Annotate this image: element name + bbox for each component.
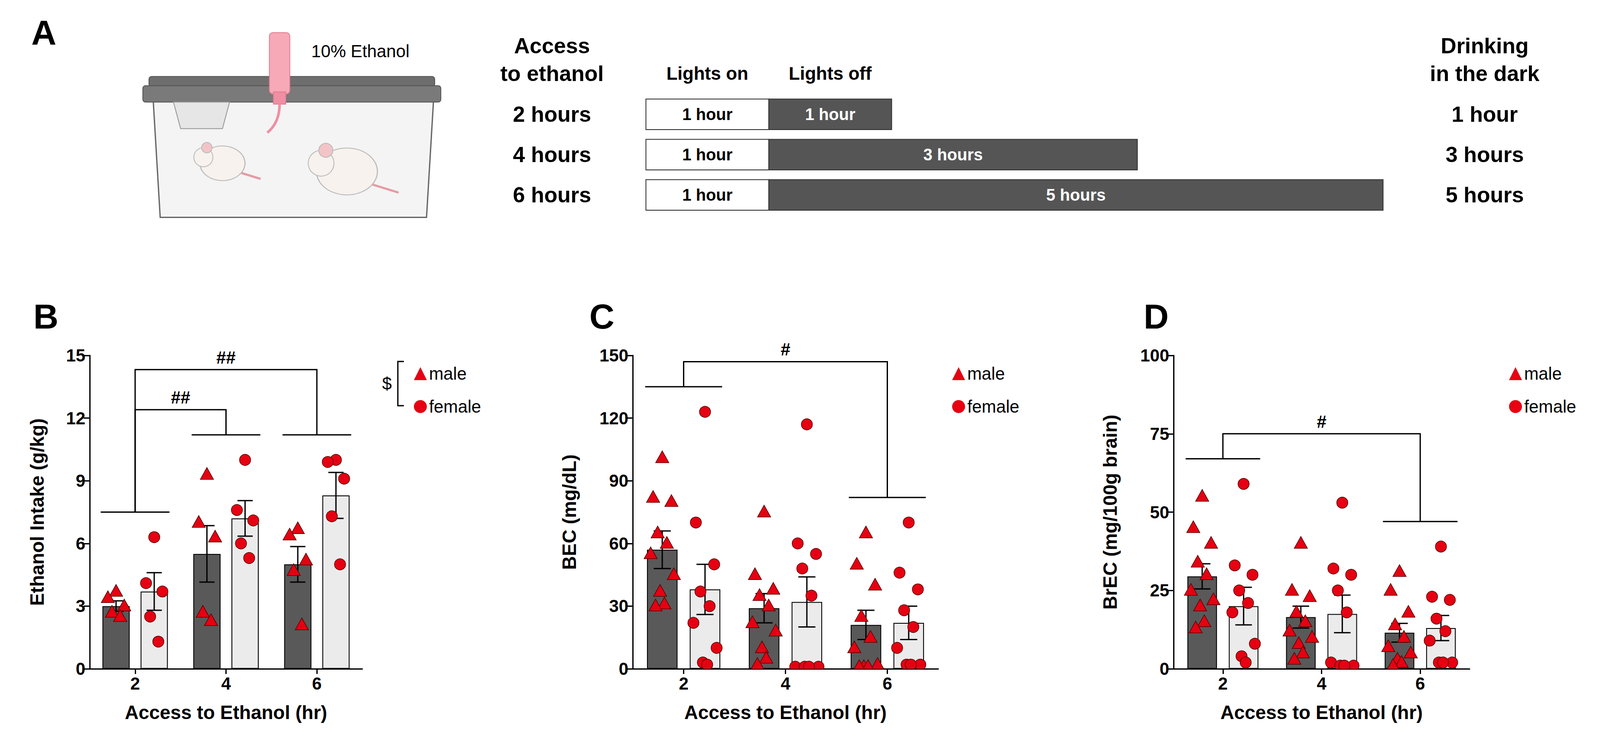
svg-text:5 hours: 5 hours — [1445, 182, 1525, 208]
svg-text:3: 3 — [75, 596, 86, 616]
svg-text:female: female — [967, 396, 1020, 417]
svg-text:75: 75 — [1150, 424, 1170, 444]
svg-text:##: ## — [170, 387, 191, 407]
svg-text:4: 4 — [221, 673, 231, 693]
svg-text:$: $ — [382, 373, 392, 394]
svg-text:4: 4 — [1316, 673, 1327, 693]
svg-text:3 hours: 3 hours — [923, 145, 983, 164]
svg-text:2: 2 — [130, 673, 140, 693]
svg-text:10% Ethanol: 10% Ethanol — [311, 41, 410, 61]
svg-text:BEC (mg/dL): BEC (mg/dL) — [558, 454, 580, 570]
svg-text:5 hours: 5 hours — [1046, 185, 1106, 205]
svg-text:#: # — [780, 339, 791, 359]
svg-text:100: 100 — [1140, 345, 1170, 365]
svg-text:60: 60 — [609, 533, 629, 553]
svg-text:#: # — [1316, 412, 1327, 432]
svg-text:Lights off: Lights off — [788, 63, 872, 84]
svg-text:1 hour: 1 hour — [805, 105, 856, 124]
svg-text:30: 30 — [609, 596, 629, 616]
svg-text:Ethanol Intake (g/kg): Ethanol Intake (g/kg) — [26, 418, 48, 606]
svg-text:12: 12 — [66, 408, 86, 428]
svg-text:6: 6 — [1415, 673, 1425, 693]
svg-text:120: 120 — [599, 408, 629, 428]
svg-text:4: 4 — [780, 673, 791, 693]
svg-text:6: 6 — [75, 533, 86, 553]
svg-text:male: male — [967, 364, 1005, 384]
svg-text:male: male — [1524, 364, 1562, 384]
svg-text:to ethanol: to ethanol — [500, 61, 604, 86]
svg-text:D: D — [1143, 297, 1169, 336]
svg-text:female: female — [429, 396, 482, 417]
svg-text:female: female — [1524, 396, 1577, 417]
svg-text:4 hours: 4 hours — [513, 142, 592, 167]
svg-text:0: 0 — [1159, 659, 1170, 679]
svg-text:9: 9 — [75, 471, 86, 491]
svg-text:Access: Access — [513, 33, 590, 59]
svg-text:50: 50 — [1150, 502, 1170, 522]
svg-text:Drinking: Drinking — [1440, 33, 1529, 59]
svg-text:90: 90 — [609, 471, 629, 491]
svg-text:6: 6 — [882, 673, 892, 693]
svg-text:1 hour: 1 hour — [682, 185, 733, 205]
svg-text:2: 2 — [678, 673, 689, 693]
svg-text:male: male — [429, 364, 467, 384]
svg-text:in the dark: in the dark — [1430, 61, 1540, 86]
svg-text:0: 0 — [618, 659, 629, 679]
svg-text:B: B — [33, 297, 59, 336]
svg-text:Access to Ethanol (hr): Access to Ethanol (hr) — [684, 701, 887, 723]
svg-text:Access to Ethanol (hr): Access to Ethanol (hr) — [1220, 701, 1423, 723]
svg-text:0: 0 — [75, 659, 86, 679]
svg-text:15: 15 — [66, 345, 86, 365]
svg-text:C: C — [589, 297, 615, 336]
svg-text:1 hour: 1 hour — [682, 105, 733, 124]
svg-text:Access to Ethanol (hr): Access to Ethanol (hr) — [124, 701, 328, 723]
svg-text:BrEC (mg/100g brain): BrEC (mg/100g brain) — [1099, 414, 1121, 610]
svg-text:3 hours: 3 hours — [1445, 142, 1525, 167]
svg-text:6 hours: 6 hours — [513, 182, 592, 208]
svg-text:150: 150 — [599, 345, 629, 365]
svg-text:A: A — [31, 13, 57, 53]
svg-text:2: 2 — [1218, 673, 1228, 693]
svg-text:1 hour: 1 hour — [1451, 102, 1519, 127]
svg-text:##: ## — [216, 347, 236, 368]
svg-text:25: 25 — [1150, 580, 1170, 600]
svg-text:1 hour: 1 hour — [682, 145, 733, 164]
svg-text:Lights on: Lights on — [666, 63, 749, 84]
svg-text:6: 6 — [312, 673, 322, 693]
svg-text:2 hours: 2 hours — [513, 102, 592, 127]
